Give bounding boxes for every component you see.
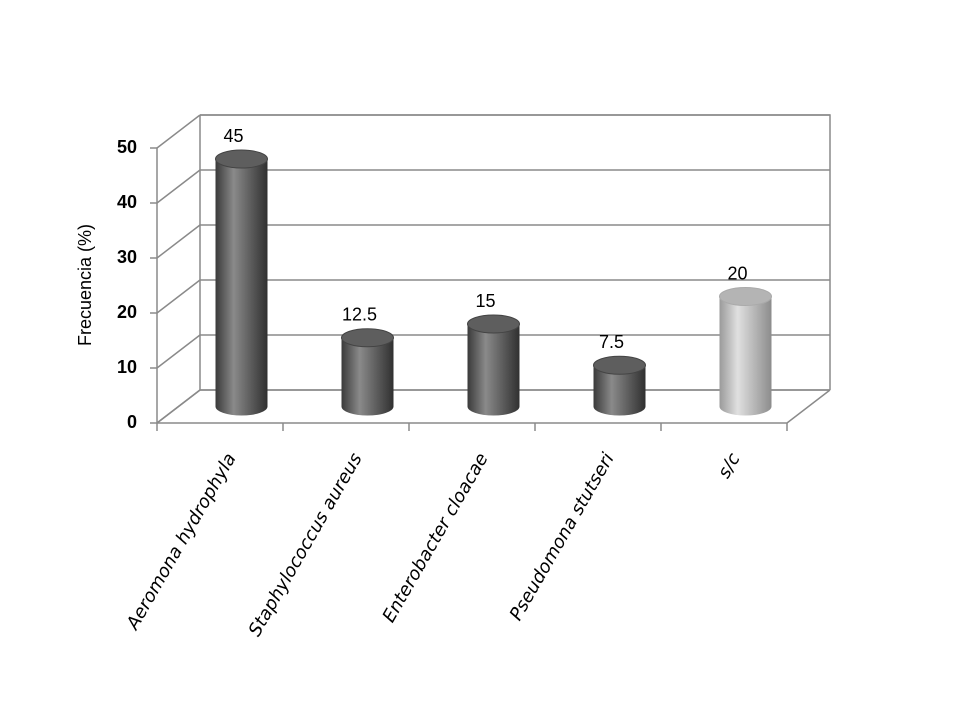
bar [215,149,268,416]
value-label: 7.5 [599,332,624,352]
grid-line [156,389,201,424]
grid-line [156,224,201,259]
x-tick-label: Staphylococcus aureus [245,450,367,641]
y-tick-label: 20 [117,302,137,322]
cylinder-body [719,296,772,416]
y-tick-label: 40 [117,192,137,212]
x-tick-label: Pseudomona stutseri [506,450,619,625]
bar [719,287,772,416]
x-tick-label: s/c [714,449,745,482]
cylinder-top [215,149,268,169]
value-label: 45 [223,126,243,146]
grid-line [156,169,201,204]
bar [341,328,394,416]
value-label: 12.5 [342,305,377,325]
cylinder-top [719,287,772,306]
value-label: 20 [727,263,747,283]
y-tick-label: 50 [117,137,137,157]
bar [467,314,520,416]
cylinder-top [467,314,520,334]
grid-line [156,279,201,314]
cylinder-body [341,337,394,416]
y-tick-label: 30 [117,247,137,267]
x-tick-label: Enterobacter cloacae [379,450,493,627]
cylinder-top [341,328,394,348]
y-axis-label: Frecuencia (%) [75,224,95,346]
y-tick-label: 10 [117,357,137,377]
cylinder-body [215,159,268,416]
cylinder-body [593,365,646,416]
grid-line [156,334,201,369]
cylinder-body [467,324,520,416]
x-tick-label: Aeromona hydrophyla [122,450,241,635]
bar [593,355,646,416]
cylinder-top [593,355,646,375]
grid-line [156,114,201,149]
value-label: 15 [475,291,495,311]
y-tick-label: 0 [127,412,137,432]
